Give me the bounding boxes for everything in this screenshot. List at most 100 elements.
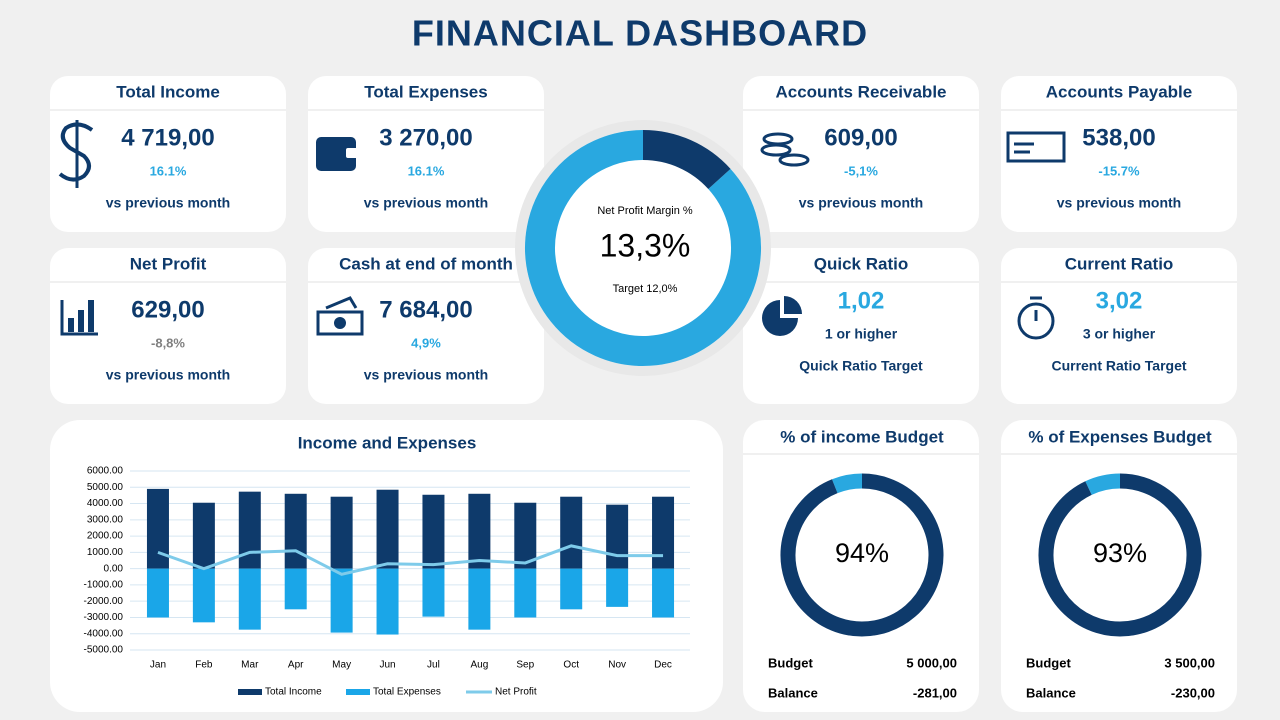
donut-value-label: 93% [1093,538,1147,568]
donut-hole [525,130,761,366]
kpi-label: Cash at end of month [339,254,513,273]
check-icon [1006,131,1066,163]
donut-subtitle: Target 12,0% [613,283,678,295]
kpi-value: 3 270,00 [379,124,472,151]
kpi-label: Accounts Payable [1046,82,1192,101]
bar [422,568,445,617]
y-tick-label: -2000.00 [84,596,124,607]
legend-label: Total Expenses [373,687,441,698]
chart-icon [88,300,94,332]
kpi-value: 7 684,00 [379,296,472,323]
kpi-value: 609,00 [824,124,897,151]
coins-icon [778,153,810,167]
bar [284,493,307,569]
kpi-value: 629,00 [131,296,204,323]
kpi-value: 4 719,00 [121,124,214,151]
bar [514,502,537,569]
kpi-value: 538,00 [1082,124,1155,151]
kpi-label: Total Expenses [364,82,487,101]
legend-label: Net Profit [495,687,537,698]
kpi-note: vs previous month [1057,195,1181,211]
x-tick-label: Feb [195,660,213,671]
kpi-note: vs previous month [364,195,488,211]
y-tick-label: -1000.00 [84,580,124,591]
kpi-label: Total Income [116,82,220,101]
y-tick-label: 6000.00 [87,466,124,477]
x-tick-label: May [332,660,351,671]
y-tick-label: -4000.00 [84,628,124,639]
kpi-note: vs previous month [364,367,488,383]
bar [330,568,353,633]
kpi-change: -8,8% [151,335,185,350]
y-tick-label: -3000.00 [84,612,124,623]
kpi-note: vs previous month [106,367,230,383]
legend-swatch [238,689,262,695]
budget-row-value: -230,00 [1171,685,1215,700]
card [1001,420,1237,712]
bar [146,568,169,618]
legend-label: Total Income [265,687,322,698]
kpi-label: Net Profit [130,254,207,273]
kpi-change: 16.1% [150,163,187,178]
bar [284,568,307,610]
pie-icon [784,296,802,314]
bar [652,568,675,618]
y-tick-label: -5000.00 [84,645,124,656]
budget-row-value: 5 000,00 [906,655,957,670]
card [50,248,286,404]
kpi-note: Current Ratio Target [1051,358,1186,374]
donut-title: Net Profit Margin % [597,205,693,217]
donut-rest [831,473,863,494]
card [1001,76,1237,232]
bar [514,568,537,618]
card [743,248,979,404]
bar [606,504,629,569]
bar [606,568,629,607]
chart-title: Income and Expenses [298,433,477,452]
bar [468,493,491,569]
y-tick-label: 4000.00 [87,498,124,509]
x-tick-label: Sep [516,660,534,671]
cash-icon [316,310,364,336]
x-tick-label: Mar [241,660,259,671]
kpi-note: Quick Ratio Target [799,358,923,374]
bar [376,568,399,635]
x-tick-label: Jun [379,660,395,671]
card [308,248,544,404]
card [50,76,286,232]
x-tick-label: Jul [427,660,440,671]
kpi-value: 3,02 [1096,287,1143,314]
wallet-icon [316,137,356,171]
budget-row-label: Balance [768,685,818,700]
chart-icon [78,310,84,332]
card [308,76,544,232]
kpi-change: -15.7% [1098,163,1140,178]
donut-segment [1038,473,1202,637]
y-tick-label: 2000.00 [87,531,124,542]
dashboard-title: FINANCIAL DASHBOARD [412,13,868,54]
line [157,544,664,576]
stopwatch-icon [1017,302,1055,340]
bar [330,496,353,569]
kpi-change: 1 or higher [825,326,898,342]
budget-title: % of income Budget [780,427,944,446]
kpi-label: Quick Ratio [814,254,908,273]
kpi-change: 16.1% [408,163,445,178]
cash-icon [334,317,346,329]
chart-icon [60,300,98,336]
kpi-note: vs previous month [799,195,923,211]
kpi-change: 4,9% [411,335,441,350]
icons [58,120,1066,340]
x-tick-label: Oct [563,660,579,671]
kpi-value: 1,02 [838,287,885,314]
bar [376,489,399,569]
budget-row-value: 3 500,00 [1164,655,1215,670]
coins-icon [760,143,792,157]
wallet-icon [346,148,358,158]
y-tick-label: 1000.00 [87,547,124,558]
budget-row-label: Budget [768,655,813,670]
budget-title: % of Expenses Budget [1028,427,1212,446]
budget-row-value: -281,00 [913,685,957,700]
x-tick-label: Apr [288,660,304,671]
